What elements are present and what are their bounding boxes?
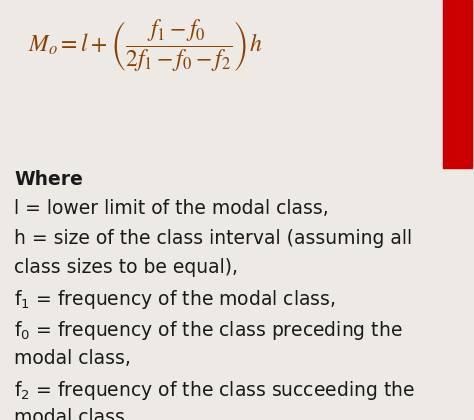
Text: h = size of the class interval (assuming all: h = size of the class interval (assuming… bbox=[14, 229, 412, 248]
Bar bbox=[443, 0, 472, 168]
Text: f$_0$ = frequency of the class preceding the: f$_0$ = frequency of the class preceding… bbox=[14, 319, 403, 342]
Text: Where: Where bbox=[14, 170, 83, 189]
Text: modal class,: modal class, bbox=[14, 349, 131, 368]
Text: modal class.: modal class. bbox=[14, 408, 131, 420]
Text: f$_2$ = frequency of the class succeeding the: f$_2$ = frequency of the class succeedin… bbox=[14, 379, 415, 402]
Text: class sizes to be equal),: class sizes to be equal), bbox=[14, 258, 238, 277]
Text: f$_1$ = frequency of the modal class,: f$_1$ = frequency of the modal class, bbox=[14, 288, 336, 311]
Text: l = lower limit of the modal class,: l = lower limit of the modal class, bbox=[14, 200, 329, 218]
Text: $M_o = l + \left(\dfrac{f_1 - f_0}{2f_1 - f_0 - f_2}\right)h$: $M_o = l + \left(\dfrac{f_1 - f_0}{2f_1 … bbox=[28, 19, 263, 74]
